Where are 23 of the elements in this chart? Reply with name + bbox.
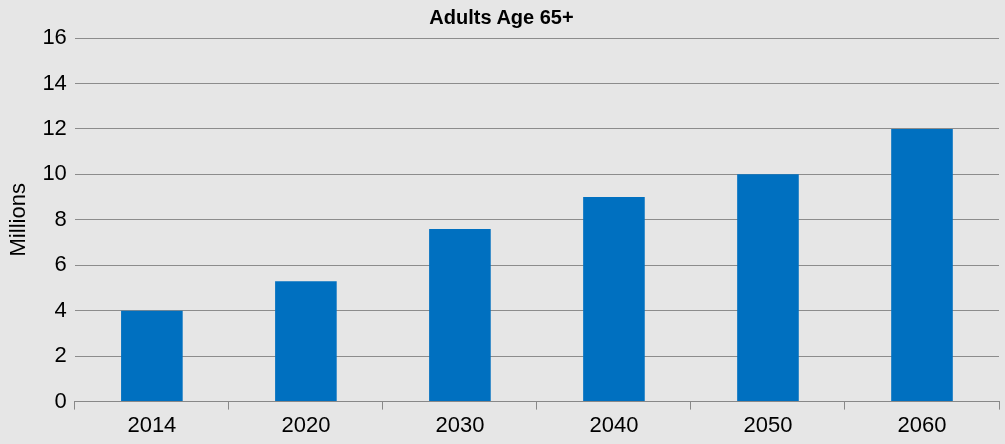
bar xyxy=(429,228,491,402)
y-tick-label: 2 xyxy=(54,342,67,368)
bar xyxy=(737,174,799,402)
y-axis-title: Millions xyxy=(5,183,31,257)
x-tick-label: 2030 xyxy=(435,411,485,437)
x-tick-label: 2040 xyxy=(589,411,639,437)
x-tick-label: 2020 xyxy=(281,411,331,437)
y-tick-label: 4 xyxy=(54,296,67,322)
x-tick-label: 2060 xyxy=(897,411,947,437)
y-tick-label: 0 xyxy=(54,387,67,413)
bar xyxy=(121,310,183,402)
chart-title: Adults Age 65+ xyxy=(429,5,574,28)
y-tick-label: 12 xyxy=(42,114,67,140)
bar xyxy=(275,281,337,402)
y-tick-label: 6 xyxy=(54,251,67,277)
x-tick-label: 2050 xyxy=(743,411,793,437)
bar xyxy=(891,128,953,402)
y-tick-label: 8 xyxy=(54,205,67,231)
y-tick-label: 16 xyxy=(42,24,67,50)
y-tick-label: 10 xyxy=(42,160,67,186)
x-tick-label: 2014 xyxy=(127,411,177,437)
bar xyxy=(583,197,645,402)
y-tick-label: 14 xyxy=(42,69,67,95)
